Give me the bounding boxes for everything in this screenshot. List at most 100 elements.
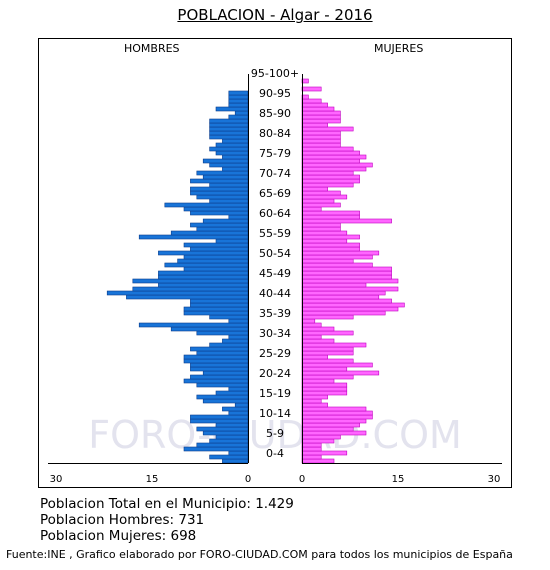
female-bar-age-11	[301, 414, 373, 420]
female-bar-age-52	[301, 250, 380, 256]
male-bar-age-14	[234, 402, 249, 408]
female-bar-age-48	[301, 266, 392, 272]
female-bar-age-44	[301, 282, 367, 288]
male-bar-age-1	[209, 454, 249, 460]
age-group-label: 95-100+	[251, 67, 299, 80]
age-group-label: 45-49	[259, 267, 291, 280]
male-bar-age-7	[202, 430, 249, 436]
age-group-label: 15-19	[259, 387, 291, 400]
male-bar-age-65	[209, 198, 249, 204]
male-bar-age-92	[228, 90, 249, 96]
male-bar-age-38	[183, 306, 249, 312]
age-group-label: 70-74	[259, 167, 291, 180]
female-bar-age-71	[301, 174, 360, 180]
female-bar-age-47	[301, 270, 392, 276]
female-bar-age-17	[301, 390, 348, 396]
female-bar-age-25	[301, 358, 354, 364]
male-bar-age-72	[196, 170, 249, 176]
female-bar-age-50	[301, 258, 354, 264]
female-bar-age-55	[301, 238, 348, 244]
male-bar-age-57	[170, 230, 249, 236]
male-bar-age-86	[228, 114, 249, 120]
female-bar-age-6	[301, 434, 341, 440]
female-bar-age-16	[301, 394, 328, 400]
male-bar-age-41	[126, 294, 249, 300]
x-tick-label: 15	[146, 474, 159, 485]
age-labels-group: 0-4 5-9 10-14 15-19 20-24 25-29 30-34 35-39 40-4…	[251, 67, 299, 460]
female-bar-age-14	[301, 402, 328, 408]
female-bar-age-45	[301, 278, 399, 284]
female-bar-age-56	[301, 234, 360, 240]
age-group-label: 90-95	[259, 87, 291, 100]
female-bar-age-31	[301, 334, 322, 340]
male-bar-age-11	[190, 414, 249, 420]
female-bar-age-70	[301, 178, 360, 184]
female-bar-age-1	[301, 454, 322, 460]
male-bar-age-78	[209, 146, 249, 152]
male-bar-age-20	[183, 378, 249, 384]
x-tick-label: 0	[245, 474, 251, 485]
male-bar-age-83	[209, 126, 249, 132]
male-bar-age-59	[190, 222, 249, 228]
male-bar-age-27	[196, 350, 249, 356]
age-group-label: 25-29	[259, 347, 291, 360]
male-bar-age-43	[132, 286, 249, 292]
male-bar-age-24	[190, 362, 249, 368]
male-bar-age-17	[215, 390, 249, 396]
x-tick-label: 0	[299, 474, 305, 485]
age-group-label: 80-84	[259, 127, 291, 140]
male-bar-age-80	[222, 138, 249, 144]
female-bar-age-20	[301, 378, 335, 384]
female-bar-age-26	[301, 354, 328, 360]
female-bar-age-88	[301, 106, 335, 112]
male-bar-age-53	[190, 246, 249, 252]
male-bar-age-46	[158, 274, 249, 280]
male-bar-age-31	[228, 334, 249, 340]
female-bar-age-80	[301, 138, 341, 144]
female-bar-age-67	[301, 190, 341, 196]
stat-total: Poblacion Total en el Municipio: 1.429	[40, 496, 294, 512]
male-bar-age-71	[202, 174, 249, 180]
x-tick-label: 15	[392, 474, 405, 485]
female-bar-age-66	[301, 194, 348, 200]
female-bar-age-60	[301, 218, 392, 224]
female-bar-age-4	[301, 442, 322, 448]
male-bar-age-89	[228, 102, 249, 108]
male-bar-age-58	[196, 226, 249, 232]
female-bar-age-85	[301, 118, 341, 124]
male-bar-age-68	[190, 186, 249, 192]
male-bar-age-88	[215, 106, 249, 112]
male-bar-age-34	[138, 322, 249, 328]
female-bar-age-54	[301, 242, 360, 248]
male-bar-age-12	[228, 410, 249, 416]
age-group-label: 65-69	[259, 187, 291, 200]
male-bar-age-5	[209, 438, 249, 444]
age-group-label: 20-24	[259, 367, 291, 380]
female-bar-age-84	[301, 122, 328, 128]
female-bar-age-12	[301, 410, 373, 416]
age-group-label: 35-39	[259, 307, 291, 320]
male-bar-age-33	[170, 326, 249, 332]
age-group-label: 10-14	[259, 407, 291, 420]
female-bar-age-38	[301, 306, 399, 312]
male-bar-age-73	[222, 166, 249, 172]
male-bar-age-26	[183, 354, 249, 360]
male-bar-age-56	[138, 234, 249, 240]
female-bar-age-10	[301, 418, 367, 424]
male-header: HOMBRES	[124, 42, 180, 55]
male-bar-age-76	[222, 154, 249, 160]
male-bar-age-64	[164, 202, 249, 208]
male-bar-age-82	[209, 130, 249, 136]
female-bar-age-82	[301, 130, 341, 136]
age-group-label: 40-44	[259, 287, 291, 300]
female-bar-age-3	[301, 446, 322, 452]
male-bar-age-75	[202, 158, 249, 164]
female-bar-age-86	[301, 114, 341, 120]
male-bar-age-23	[190, 366, 249, 372]
age-group-label: 5-9	[266, 427, 284, 440]
male-bar-age-40	[190, 298, 249, 304]
male-bar-age-22	[202, 370, 249, 376]
male-bar-age-39	[190, 302, 249, 308]
male-bar-age-54	[183, 242, 249, 248]
male-bar-age-90	[228, 98, 249, 104]
